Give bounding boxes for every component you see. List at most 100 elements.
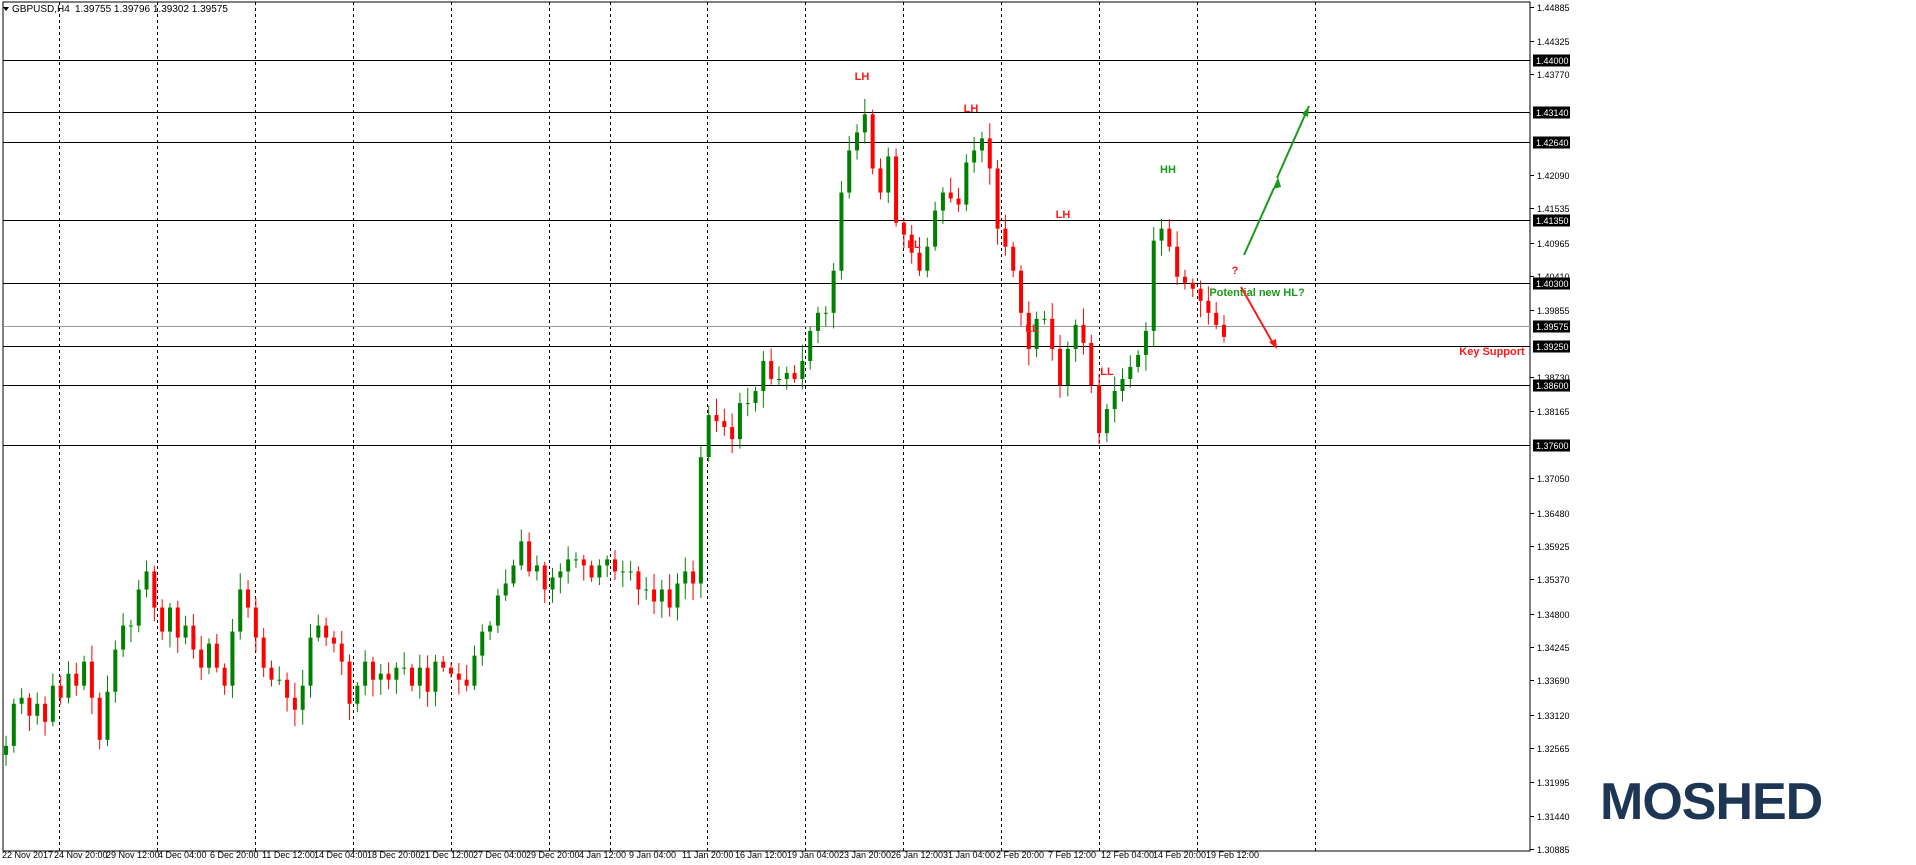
candle-body: [613, 559, 617, 572]
candle-body: [89, 661, 94, 698]
candle-body: [722, 421, 727, 428]
x-tick-label: 4 Jan 12:00: [579, 850, 626, 860]
candle-body: [1011, 246, 1016, 271]
candle-body: [183, 625, 188, 638]
candle-body: [636, 571, 641, 590]
candle-body: [948, 192, 953, 199]
candle-body: [878, 168, 883, 193]
candle-body: [894, 156, 899, 223]
candle-body: [675, 583, 680, 608]
candle-body: [66, 673, 71, 698]
candle-body: [1058, 348, 1063, 385]
candle-body: [628, 571, 633, 573]
candle-body: [972, 150, 977, 163]
candle-body: [534, 565, 539, 572]
candle-body: [347, 661, 352, 704]
candle-body: [1003, 228, 1008, 247]
x-tick-label: 19 Feb 12:00: [1206, 850, 1259, 860]
candle-body: [4, 745, 8, 755]
y-tick-label: 1.31995: [1537, 778, 1570, 788]
y-tick-label: 1.38730: [1537, 373, 1570, 383]
x-tick-label: 21 Dec 12:00: [420, 850, 474, 860]
candle-body: [410, 667, 414, 686]
candle-layer: [4, 98, 1226, 766]
candle-body: [316, 625, 321, 638]
candle-body: [808, 330, 813, 361]
level-price-tag: [1533, 54, 1570, 67]
candle-body: [605, 559, 610, 566]
candle-body: [160, 607, 165, 632]
arrow-up-icon: [1273, 177, 1281, 189]
y-tick-label: 1.34800: [1537, 610, 1570, 620]
candle-body: [917, 252, 922, 271]
y-tick-label: 1.33690: [1537, 676, 1570, 686]
level-price-label: 1.44000: [1536, 56, 1569, 66]
x-tick-label: 9 Jan 04:00: [629, 850, 676, 860]
candle-body: [1073, 324, 1078, 349]
candle-body: [1182, 276, 1187, 283]
y-tick-label: 1.43770: [1537, 70, 1570, 80]
y-tick-label: 1.40410: [1537, 272, 1570, 282]
annotation-label: LH: [964, 103, 979, 115]
candle-body: [488, 625, 493, 632]
x-tick-label: 14 Feb 20:00: [1153, 850, 1206, 860]
candle-body: [441, 661, 446, 668]
arrow-up-icon: [1302, 106, 1309, 117]
candle-body: [128, 625, 133, 627]
annotation-label: LH: [855, 71, 870, 83]
x-tick-label: 11 Jan 20:00: [682, 850, 733, 860]
candle-body: [831, 270, 836, 313]
x-tick-label: 22 Nov 2017: [2, 850, 53, 860]
candle-body: [714, 415, 719, 422]
candle-body: [449, 667, 454, 674]
candle-body: [1222, 324, 1226, 337]
candle-body: [1128, 366, 1133, 379]
level-price-tag: [1533, 106, 1570, 119]
candle-body: [1050, 318, 1055, 349]
candle-body: [167, 607, 172, 632]
candle-body: [816, 312, 820, 331]
candle-body: [527, 541, 532, 572]
level-price-label: 1.39250: [1536, 342, 1569, 352]
candle-body: [691, 571, 696, 584]
candle-body: [1081, 324, 1086, 343]
x-tick-label: 29 Dec 20:00: [526, 850, 580, 860]
logo-text: MOSHED: [1600, 773, 1822, 831]
candle-body: [191, 625, 196, 650]
candle-body: [979, 138, 984, 151]
candle-body: [667, 589, 672, 608]
level-price-label: 1.41350: [1536, 216, 1569, 226]
candle-body: [27, 697, 32, 716]
candle-body: [1026, 312, 1031, 349]
plot-frame: [2, 1, 1531, 852]
ohlc-values: 1.39755 1.39796 1.39302 1.39575: [75, 4, 228, 15]
triangle-down-icon[interactable]: [3, 7, 9, 11]
annotation-label: Key Support: [1459, 346, 1525, 358]
x-tick-label: 29 Nov 12:00: [106, 850, 160, 860]
level-price-tag: [1533, 214, 1570, 227]
annotation-label: LL: [1100, 366, 1114, 378]
candle-body: [1097, 384, 1102, 434]
y-tick-label: 1.40965: [1537, 239, 1570, 249]
candle-body: [1034, 318, 1039, 349]
candle-body: [386, 673, 391, 680]
level-price-label: 1.42640: [1536, 138, 1569, 148]
scenario-arrow-up-segment: [1276, 105, 1310, 179]
candle-body: [1065, 348, 1070, 385]
annotation-layer: LH LL LH LL LH LL HH? Potential new HL? Key Supp…: [855, 71, 1525, 378]
candle-body: [331, 637, 336, 644]
candle-body: [1143, 330, 1148, 355]
candle-body: [74, 673, 79, 686]
x-tick-label: 26 Jan 12:00: [891, 850, 943, 860]
candle-body: [745, 403, 750, 405]
level-price-tag: [1533, 439, 1570, 452]
level-price-tag: [1533, 340, 1570, 353]
y-tick-label: 1.39855: [1537, 306, 1570, 316]
candle-body: [394, 667, 399, 680]
x-tick-label: 2 Feb 20:00: [996, 850, 1044, 860]
candle-body: [925, 246, 930, 271]
candle-body: [566, 559, 571, 572]
candle-body: [238, 589, 243, 632]
candle-body: [1151, 240, 1156, 331]
